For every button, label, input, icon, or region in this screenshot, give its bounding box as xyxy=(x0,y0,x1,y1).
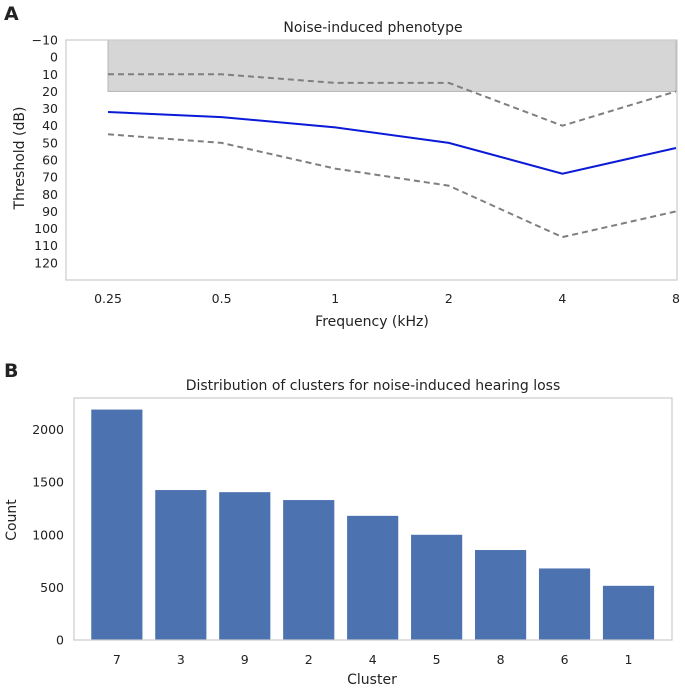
x-tick-label: 1 xyxy=(625,652,633,667)
chart-a-frame xyxy=(65,39,678,281)
bar-cluster-5 xyxy=(411,534,463,640)
x-tick-label: 8 xyxy=(672,291,680,306)
y-tick-label: 30 xyxy=(42,101,58,116)
chart-a-plot-area: −10 0 10 20 30 40 50 60 70 80 90 100 110 120 0.25 0.5 1 2… xyxy=(32,33,680,307)
y-tick-label: 1500 xyxy=(32,475,64,490)
y-tick-label: 0 xyxy=(50,50,58,65)
y-tick-label: 120 xyxy=(34,255,58,270)
x-tick-label: 2 xyxy=(445,291,453,306)
y-tick-label: 500 xyxy=(40,580,64,595)
y-tick-label: 60 xyxy=(42,153,58,168)
y-tick-label: 80 xyxy=(42,187,58,202)
y-tick-label: −10 xyxy=(32,33,58,48)
chart-b-frame xyxy=(73,397,673,641)
chart-a-y-axis-label: Threshold (dB) xyxy=(12,107,28,211)
x-tick-label: 2 xyxy=(305,652,313,667)
chart-b-y-axis-label: Count xyxy=(4,499,20,541)
chart-b-x-axis-label: Cluster xyxy=(347,672,397,688)
x-tick-label: 1 xyxy=(331,291,339,306)
bar-cluster-9 xyxy=(219,492,271,640)
series-line-upper-bound xyxy=(108,73,677,127)
x-tick-label: 0.25 xyxy=(94,291,122,306)
panel-a-letter: A xyxy=(4,3,19,25)
y-tick-label: 70 xyxy=(42,170,58,185)
series-line-lower-bound xyxy=(107,133,677,239)
bar-cluster-2 xyxy=(283,500,335,640)
x-tick-label: 8 xyxy=(497,652,505,667)
x-tick-label: 5 xyxy=(433,652,441,667)
y-tick-label: 40 xyxy=(42,118,58,133)
y-tick-label: 50 xyxy=(42,135,58,150)
y-tick-label: 1000 xyxy=(32,527,64,542)
y-tick-label: 90 xyxy=(42,204,58,219)
y-tick-label: 100 xyxy=(34,221,58,236)
panel-b-letter: B xyxy=(4,360,18,382)
chart-a-x-axis-label: Frequency (kHz) xyxy=(315,314,429,330)
chart-a-title: Noise-induced phenotype xyxy=(283,20,462,36)
y-tick-label: 2000 xyxy=(32,422,64,437)
bar-cluster-6 xyxy=(538,568,591,640)
x-tick-label: 4 xyxy=(558,291,566,306)
x-tick-label: 6 xyxy=(561,652,569,667)
x-tick-label: 9 xyxy=(241,652,249,667)
chart-b-title: Distribution of clusters for noise-induc… xyxy=(186,378,561,394)
bar-cluster-1 xyxy=(602,585,655,640)
y-tick-label: 110 xyxy=(34,238,58,253)
y-tick-label: 0 xyxy=(56,633,64,648)
x-tick-label: 4 xyxy=(369,652,377,667)
x-tick-label: 7 xyxy=(113,652,121,667)
bar-cluster-4 xyxy=(347,515,399,640)
chart-b-plot-area: 7 3 9 2 4 5 8 6 1 0 500 1000 1500 2000 xyxy=(32,397,673,667)
x-tick-label: 3 xyxy=(177,652,185,667)
x-tick-label: 0.5 xyxy=(212,291,232,306)
y-tick-label: 20 xyxy=(42,84,58,99)
y-tick-label: 10 xyxy=(42,67,58,82)
series-line-median xyxy=(107,111,677,175)
bar-cluster-3 xyxy=(155,490,207,640)
bar-cluster-7 xyxy=(91,409,143,640)
bar-cluster-8 xyxy=(475,550,527,640)
